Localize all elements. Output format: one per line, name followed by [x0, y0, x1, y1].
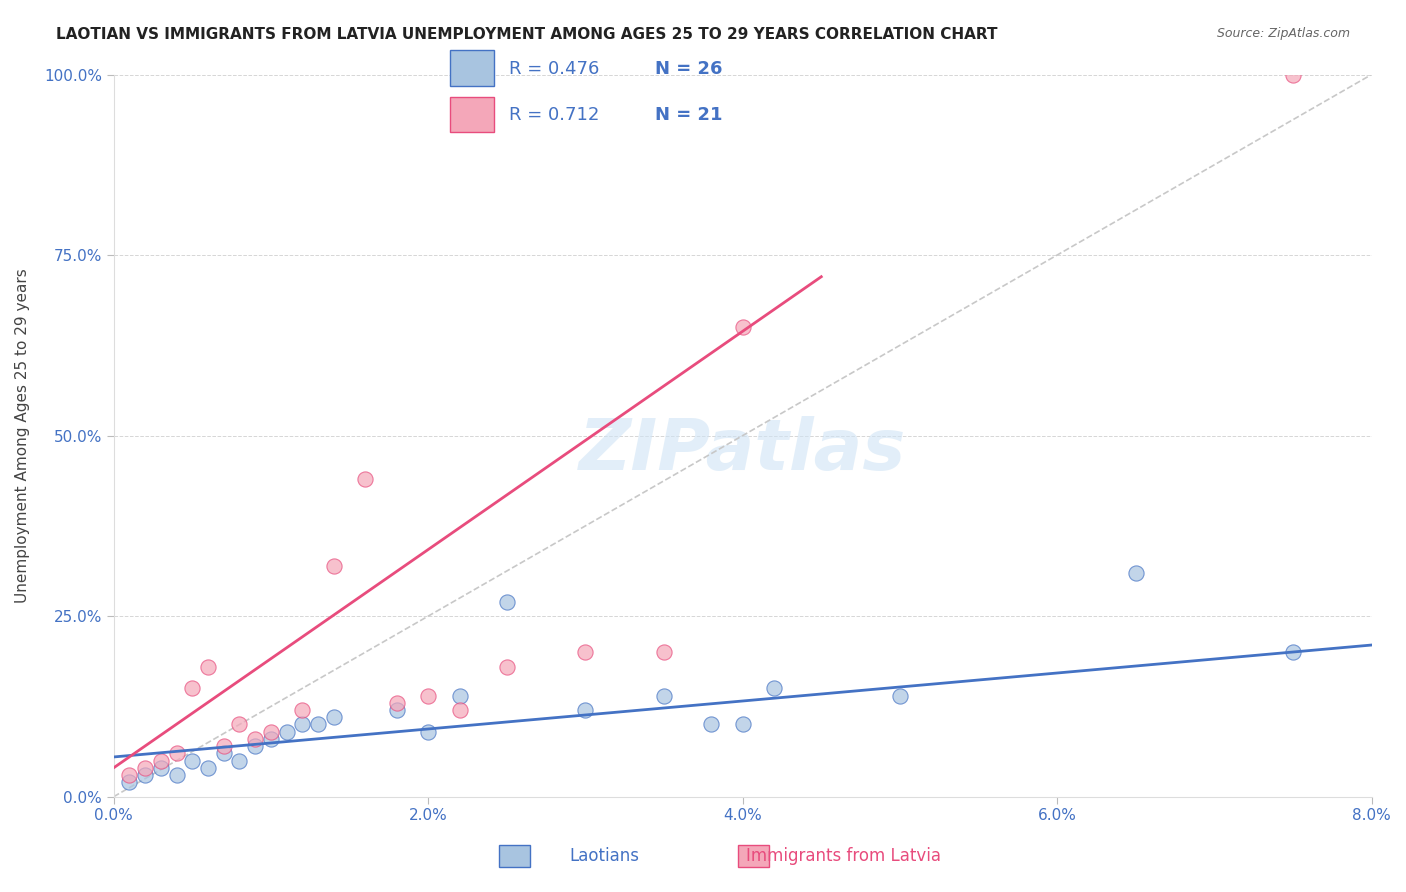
- Point: [385, 703, 408, 717]
- Point: [134, 768, 156, 782]
- FancyBboxPatch shape: [450, 50, 494, 87]
- Point: [228, 717, 250, 731]
- Text: Source: ZipAtlas.com: Source: ZipAtlas.com: [1216, 27, 1350, 40]
- Text: N = 21: N = 21: [655, 106, 723, 124]
- Point: [354, 472, 377, 486]
- Point: [212, 747, 235, 761]
- Text: N = 26: N = 26: [655, 60, 723, 78]
- Point: [181, 754, 204, 768]
- Point: [245, 731, 267, 746]
- Text: Immigrants from Latvia: Immigrants from Latvia: [747, 847, 941, 865]
- Point: [574, 703, 596, 717]
- Point: [149, 761, 172, 775]
- Point: [652, 645, 675, 659]
- Point: [495, 659, 517, 673]
- Point: [212, 739, 235, 753]
- Text: LAOTIAN VS IMMIGRANTS FROM LATVIA UNEMPLOYMENT AMONG AGES 25 TO 29 YEARS CORRELA: LAOTIAN VS IMMIGRANTS FROM LATVIA UNEMPL…: [56, 27, 998, 42]
- Text: R = 0.476: R = 0.476: [509, 60, 599, 78]
- Point: [197, 659, 219, 673]
- Text: Laotians: Laotians: [569, 847, 640, 865]
- Point: [763, 681, 786, 696]
- Point: [449, 689, 471, 703]
- Point: [385, 696, 408, 710]
- Point: [134, 761, 156, 775]
- Point: [118, 768, 141, 782]
- Text: ZIPatlas: ZIPatlas: [579, 416, 907, 484]
- Point: [449, 703, 471, 717]
- Y-axis label: Unemployment Among Ages 25 to 29 years: Unemployment Among Ages 25 to 29 years: [15, 268, 30, 603]
- Point: [322, 710, 344, 724]
- Point: [166, 747, 188, 761]
- Point: [260, 724, 283, 739]
- Point: [228, 754, 250, 768]
- Point: [166, 768, 188, 782]
- Point: [1282, 645, 1305, 659]
- Point: [118, 775, 141, 789]
- Point: [1125, 566, 1147, 580]
- Point: [700, 717, 723, 731]
- Point: [1282, 68, 1305, 82]
- Point: [418, 724, 440, 739]
- Point: [731, 320, 754, 334]
- Point: [652, 689, 675, 703]
- Point: [276, 724, 298, 739]
- Text: R = 0.712: R = 0.712: [509, 106, 599, 124]
- Point: [260, 731, 283, 746]
- Point: [245, 739, 267, 753]
- FancyBboxPatch shape: [450, 96, 494, 132]
- Point: [291, 703, 314, 717]
- Point: [574, 645, 596, 659]
- Point: [149, 754, 172, 768]
- Point: [731, 717, 754, 731]
- Point: [307, 717, 329, 731]
- Point: [322, 558, 344, 573]
- Point: [197, 761, 219, 775]
- Point: [181, 681, 204, 696]
- Point: [889, 689, 911, 703]
- Point: [495, 595, 517, 609]
- Point: [291, 717, 314, 731]
- Point: [418, 689, 440, 703]
